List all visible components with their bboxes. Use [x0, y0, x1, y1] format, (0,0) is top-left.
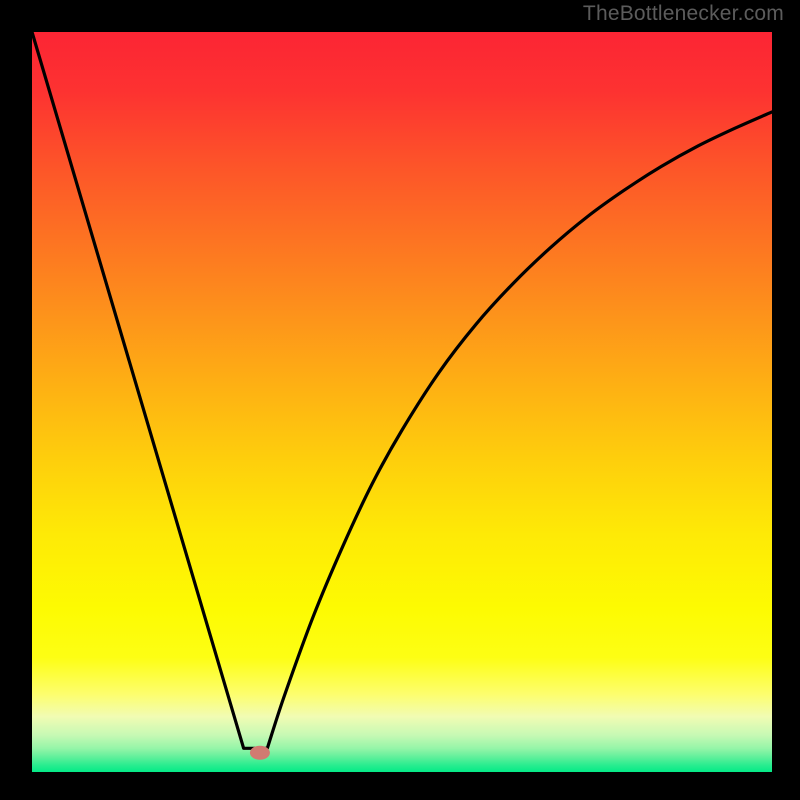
bottleneck-chart [0, 0, 800, 800]
optimum-marker [250, 746, 270, 760]
watermark-label: TheBottlenecker.com [583, 2, 784, 26]
plot-background [32, 32, 772, 772]
chart-container: TheBottlenecker.com [0, 0, 800, 800]
